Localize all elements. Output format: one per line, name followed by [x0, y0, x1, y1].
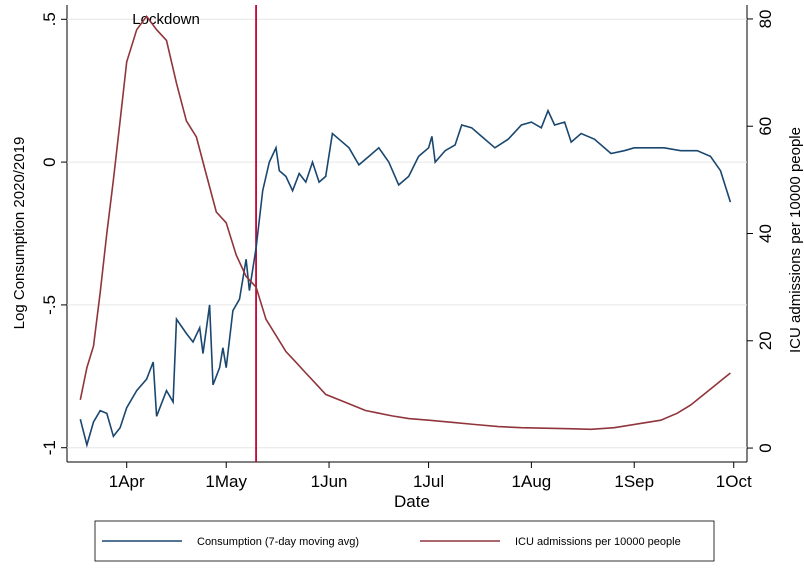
y-tick-label: 0 — [40, 157, 59, 166]
y2-tick-label: 80 — [756, 9, 775, 28]
x-tick-label: 1Jun — [311, 472, 348, 491]
series-line — [79, 14, 731, 431]
x-tick-label: 1Sep — [614, 472, 654, 491]
y-tick-label: -1 — [40, 440, 59, 455]
x-tick-label: 1Jul — [413, 472, 444, 491]
x-tick-label: 1Aug — [512, 472, 552, 491]
y2-tick-label: 20 — [756, 331, 775, 350]
x-tick-label: 1Apr — [109, 472, 145, 491]
series-line — [79, 108, 732, 448]
x-tick-label: 1May — [205, 472, 247, 491]
legend-label: Consumption (7-day moving avg) — [197, 536, 359, 548]
y-tick-label: -.5 — [40, 295, 59, 315]
y2-tick-label: 0 — [756, 443, 775, 452]
y2-tick-label: 60 — [756, 117, 775, 136]
x-axis-title: Date — [394, 492, 430, 511]
y2-axis-title: ICU admissions per 10000 people — [787, 127, 804, 353]
y-tick-label: .5 — [40, 12, 59, 26]
x-tick-label: 1Oct — [716, 472, 752, 491]
legend-label: ICU admissions per 10000 people — [515, 536, 681, 548]
annotation: Lockdown — [132, 11, 200, 28]
legend-box — [94, 520, 715, 562]
y2-tick-label: 40 — [756, 224, 775, 243]
y-axis-title: Log Consumption 2020/2019 — [11, 137, 28, 330]
